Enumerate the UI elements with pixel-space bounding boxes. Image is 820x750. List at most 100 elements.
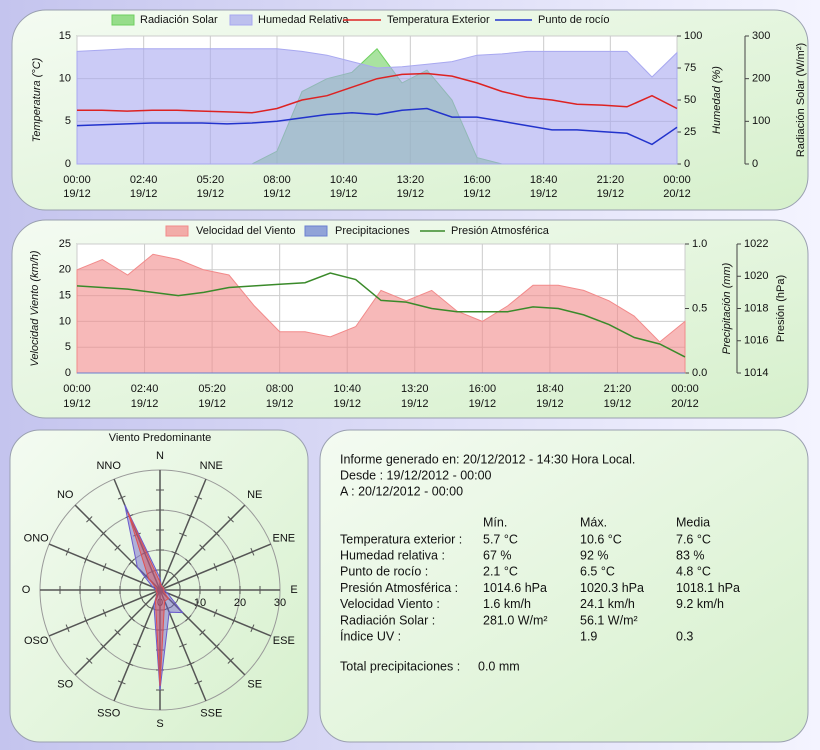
spoke-tick	[86, 657, 93, 664]
legend-label: Velocidad del Viento	[196, 225, 296, 237]
direction-label: S	[156, 718, 163, 730]
y2-tick-label: 0.0	[692, 367, 707, 379]
spoke-tick	[125, 661, 134, 666]
report-line: A : 20/12/2012 - 00:00	[340, 484, 463, 498]
table-cell: 1.6 km/h	[483, 597, 531, 611]
spoke-tick	[128, 558, 135, 565]
spoke-tick	[227, 516, 234, 523]
direction-label: E	[290, 584, 297, 596]
x-tick-label: 13:20	[397, 174, 425, 186]
line	[76, 107, 678, 146]
y2-tick-label: 1.0	[692, 238, 707, 250]
spoke-tick	[139, 593, 144, 602]
legend-swatch	[304, 225, 328, 237]
spoke-tick	[142, 572, 150, 580]
spoke-tick	[213, 643, 220, 650]
spoke-tick	[227, 657, 234, 664]
x-tick-label: 19/12	[63, 188, 91, 200]
row-label: Radiación Solar :	[340, 613, 435, 627]
y3-tick-label: 1014	[744, 367, 768, 379]
spoke-tick	[117, 680, 126, 685]
x-tick-label: 19/12	[333, 398, 361, 410]
spoke-tick	[171, 624, 180, 629]
x-tick-label: 19/12	[198, 398, 226, 410]
spoke-tick	[231, 616, 236, 625]
x-tick-label: 19/12	[263, 188, 291, 200]
x-tick-label: 02:40	[130, 174, 158, 186]
x-tick-label: 13:20	[401, 383, 429, 395]
x-tick-label: 19/12	[330, 188, 358, 200]
y3-tick-label: 0	[752, 158, 758, 170]
table-cell: 83 %	[676, 548, 705, 562]
y-tick-label: 5	[65, 115, 71, 127]
table-cell: 67 %	[483, 548, 512, 562]
axis-title: Velocidad Viento (km/h)	[29, 250, 41, 367]
x-tick-label: 19/12	[130, 188, 158, 200]
spoke-tick	[179, 532, 187, 537]
spoke-tick	[213, 530, 220, 537]
y3-tick-label: 1022	[744, 238, 768, 250]
legend-label: Temperatura Exterior	[387, 14, 490, 26]
direction-label: NNE	[200, 460, 223, 472]
column-header: Media	[676, 515, 710, 529]
direction-label: OSO	[24, 635, 49, 647]
table-cell: 24.1 km/h	[580, 597, 635, 611]
spoke-tick	[84, 555, 89, 564]
table-cell: 6.5 °C	[580, 565, 615, 579]
report-line: Informe generado en: 20/12/2012 - 14:30 …	[340, 452, 635, 466]
row-label: Presión Atmosférica :	[340, 581, 458, 595]
x-tick-label: 20/12	[663, 188, 691, 200]
direction-label: SO	[57, 679, 73, 691]
spoke-tick	[170, 600, 178, 608]
spoke-tick	[128, 615, 135, 622]
spoke-tick	[121, 601, 126, 610]
x-tick-label: 21:20	[597, 174, 625, 186]
direction-label: O	[22, 584, 31, 596]
x-tick-label: 16:00	[469, 383, 497, 395]
spoke-tick	[86, 516, 93, 523]
spoke-tick	[176, 593, 181, 602]
y-tick-label: 5	[65, 341, 71, 353]
spoke-tick	[194, 680, 203, 685]
axis-title: Radiación Solar (W/m²)	[795, 43, 807, 157]
x-tick-label: 05:20	[197, 174, 225, 186]
total-label: Total precipitaciones :	[340, 659, 460, 673]
y3-tick-label: 1016	[744, 335, 768, 347]
table-cell: 7.6 °C	[676, 532, 711, 546]
spoke-tick	[84, 616, 89, 625]
legend-label: Humedad Relativa	[258, 14, 349, 26]
direction-label: SSO	[97, 708, 121, 720]
legend-label: Punto de rocío	[538, 14, 610, 26]
y3-tick-label: 200	[752, 73, 770, 85]
x-tick-label: 19/12	[597, 188, 625, 200]
legend-label: Radiación Solar	[140, 14, 218, 26]
y2-tick-label: 100	[684, 30, 702, 42]
y-tick-label: 25	[59, 238, 71, 250]
panel	[319, 429, 809, 743]
legend-swatch	[229, 14, 253, 26]
report-line: Desde : 19/12/2012 - 00:00	[340, 468, 492, 482]
spoke-tick	[231, 555, 236, 564]
r-tick-label: 20	[234, 597, 246, 609]
x-tick-label: 00:00	[663, 174, 691, 186]
spoke-tick	[114, 629, 121, 636]
spoke-tick	[163, 569, 172, 574]
spoke-tick	[213, 609, 218, 617]
x-tick-label: 05:20	[198, 383, 226, 395]
line	[77, 72, 678, 114]
direction-label: SSE	[200, 708, 222, 720]
table-cell: 0.3	[676, 629, 693, 643]
spoke-tick	[199, 544, 206, 551]
column-header: Máx.	[580, 515, 607, 529]
table-cell: 1020.3 hPa	[580, 581, 644, 595]
x-tick-label: 19/12	[530, 188, 558, 200]
table-cell: 1018.1 hPa	[676, 581, 740, 595]
spoke-tick	[102, 609, 107, 617]
axis-title: Temperatura (°C)	[31, 57, 43, 142]
x-tick-label: 08:00	[263, 174, 291, 186]
x-tick-label: 21:20	[604, 383, 632, 395]
y2-tick-label: 75	[684, 62, 696, 74]
direction-label: SE	[247, 679, 262, 691]
spoke-tick	[139, 578, 144, 587]
